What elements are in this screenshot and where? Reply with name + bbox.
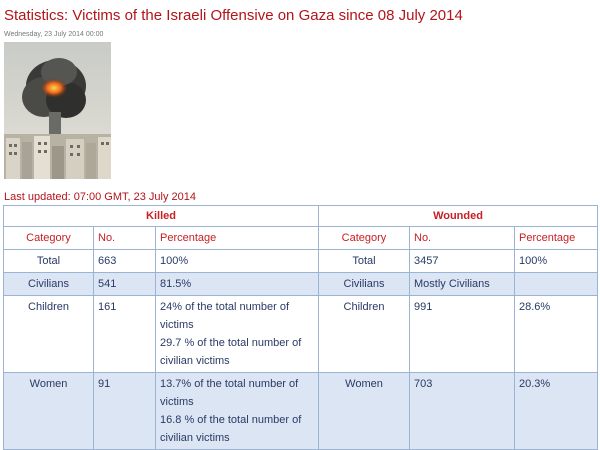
- percentage-line: 16.8 % of the total number of civilian v…: [160, 414, 302, 444]
- category-cell: Civilians: [3, 272, 94, 296]
- category-cell: Children: [3, 295, 94, 373]
- wounded-no-cell: 703: [409, 372, 515, 450]
- table-row: Total 663 100% Total 3457 100%: [3, 249, 599, 273]
- killed-percentage-header: Percentage: [155, 226, 319, 250]
- killed-percentage-cell: 81.5%: [155, 272, 319, 296]
- wounded-category-cell: Women: [318, 372, 410, 450]
- table-row: Children 161 24% of the total number of …: [3, 295, 599, 373]
- wounded-percentage-header: Percentage: [513, 226, 599, 250]
- category-cell: Total: [3, 249, 94, 273]
- table-row: Women 91 13.7% of the total number of vi…: [3, 372, 599, 450]
- table-column-header: Category No. Percentage Category No. Per…: [3, 226, 599, 250]
- wounded-category-cell: Children: [318, 295, 410, 373]
- table-row: Civilians 541 81.5% Civilians Mostly Civ…: [3, 272, 599, 296]
- killed-no-cell: 161: [93, 295, 156, 373]
- wounded-no-cell: Mostly Civilians: [409, 272, 515, 296]
- wounded-category-cell: Civilians: [318, 272, 410, 296]
- article-photo: [4, 42, 111, 179]
- wounded-category-cell: Total: [318, 249, 410, 273]
- killed-no-header: No.: [93, 226, 156, 250]
- wounded-no-cell: 991: [409, 295, 515, 373]
- table-group-header: Killed Wounded: [3, 205, 599, 227]
- wounded-percentage-cell: [513, 272, 599, 296]
- wounded-category-header: Category: [318, 226, 410, 250]
- wounded-percentage-cell: 20.3%: [513, 372, 599, 450]
- killed-no-cell: 91: [93, 372, 156, 450]
- wounded-no-cell: 3457: [409, 249, 515, 273]
- last-updated: Last updated: 07:00 GMT, 23 July 2014: [4, 191, 197, 203]
- killed-percentage-cell: 100%: [155, 249, 319, 273]
- wounded-no-header: No.: [409, 226, 515, 250]
- killed-percentage-cell: 13.7% of the total number of victims 16.…: [155, 372, 319, 450]
- publish-date: Wednesday, 23 July 2014 00:00: [4, 31, 104, 38]
- category-cell: Women: [3, 372, 94, 450]
- wounded-header: Wounded: [317, 205, 599, 227]
- killed-no-cell: 541: [93, 272, 156, 296]
- wounded-percentage-cell: 28.6%: [513, 295, 599, 373]
- page-title: Statistics: Victims of the Israeli Offen…: [4, 7, 463, 24]
- killed-category-header: Category: [3, 226, 94, 250]
- percentage-line: 13.7% of the total number of victims: [160, 378, 299, 408]
- percentage-line: 29.7 % of the total number of civilian v…: [160, 337, 302, 367]
- percentage-line: 24% of the total number of victims: [160, 301, 290, 331]
- killed-header: Killed: [3, 205, 319, 227]
- killed-no-cell: 663: [93, 249, 156, 273]
- wounded-percentage-cell: 100%: [513, 249, 599, 273]
- killed-percentage-cell: 24% of the total number of victims 29.7 …: [155, 295, 319, 373]
- victims-table: Killed Wounded Category No. Percentage C…: [3, 205, 599, 450]
